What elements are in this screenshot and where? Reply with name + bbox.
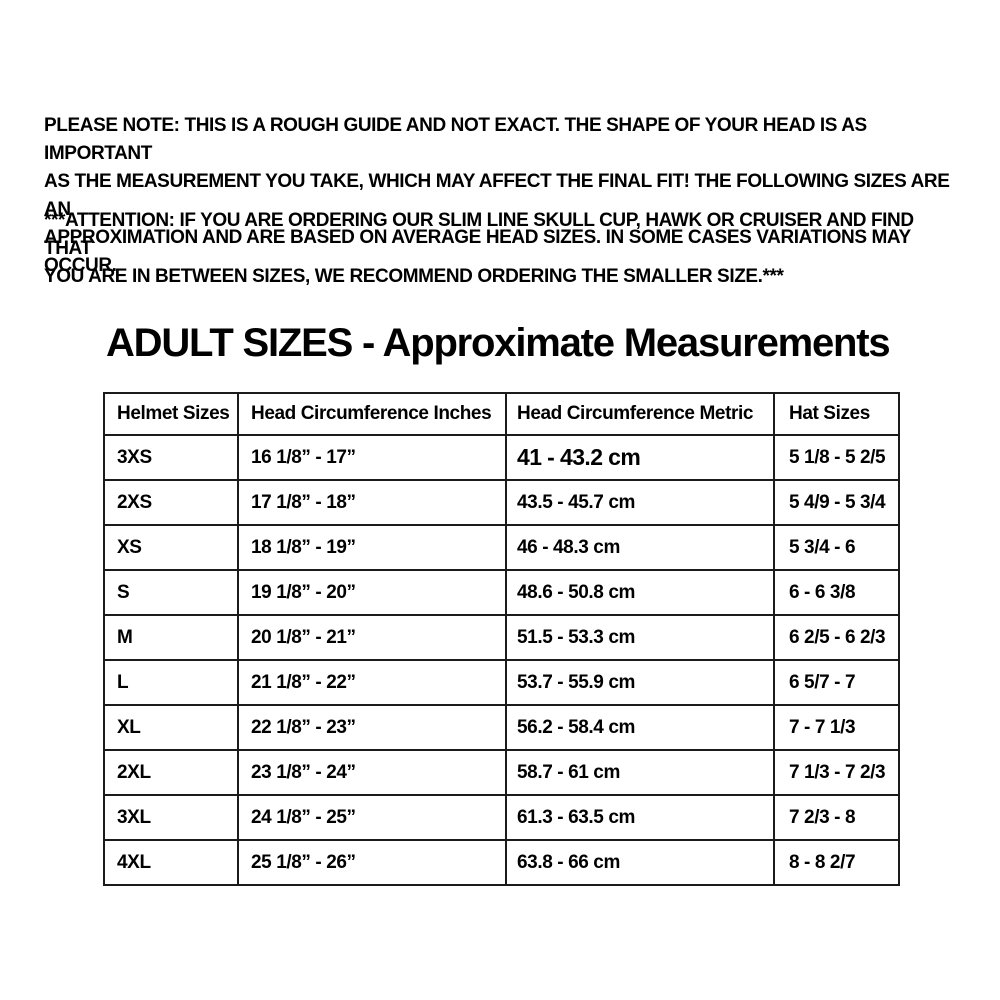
- hat-size-cell: 6 - 6 3/8: [773, 569, 900, 616]
- hat-size-cell: 7 1/3 - 7 2/3: [773, 749, 900, 796]
- metric-cell: 58.7 - 61 cm: [505, 749, 775, 796]
- helmet-size-cell: L: [103, 659, 239, 706]
- helmet-size-cell: 3XS: [103, 434, 239, 481]
- inches-cell: 18 1/8” - 19”: [237, 524, 507, 571]
- size-table: Helmet Sizes Head Circumference Inches H…: [103, 392, 900, 886]
- table-row: XL 22 1/8” - 23” 56.2 - 58.4 cm 7 - 7 1/3: [103, 704, 900, 751]
- inches-cell: 17 1/8” - 18”: [237, 479, 507, 526]
- note-line-3: APPROXIMATION AND ARE BASED ON AVERAGE H…: [44, 227, 911, 276]
- helmet-size-cell: M: [103, 614, 239, 661]
- attention-paragraph: ***ATTENTION: IF YOU ARE ORDERING OUR SL…: [44, 207, 964, 291]
- metric-cell: 61.3 - 63.5 cm: [505, 794, 775, 841]
- hat-size-cell: 6 2/5 - 6 2/3: [773, 614, 900, 661]
- inches-cell: 19 1/8” - 20”: [237, 569, 507, 616]
- inches-cell: 22 1/8” - 23”: [237, 704, 507, 751]
- table-row: 3XS 16 1/8” - 17” 41 - 43.2 cm 5 1/8 - 5 2/…: [103, 434, 900, 481]
- inches-cell: 21 1/8” - 22”: [237, 659, 507, 706]
- hat-size-cell: 5 3/4 - 6: [773, 524, 900, 571]
- inches-cell: 23 1/8” - 24”: [237, 749, 507, 796]
- note-line-2: AS THE MEASUREMENT YOU TAKE, WHICH MAY A…: [44, 171, 950, 220]
- metric-cell: 46 - 48.3 cm: [505, 524, 775, 571]
- table-row: 3XL 24 1/8” - 25” 61.3 - 63.5 cm 7 2/3 - 8: [103, 794, 900, 841]
- helmet-size-cell: XL: [103, 704, 239, 751]
- hat-size-cell: 5 1/8 - 5 2/5: [773, 434, 900, 481]
- column-header-hat-sizes: Hat Sizes: [773, 392, 900, 436]
- table-row: S 19 1/8” - 20” 48.6 - 50.8 cm 6 - 6 3/8: [103, 569, 900, 616]
- helmet-size-cell: 2XL: [103, 749, 239, 796]
- inches-cell: 25 1/8” - 26”: [237, 839, 507, 886]
- table-row: 2XL 23 1/8” - 24” 58.7 - 61 cm 7 1/3 - 7 2/…: [103, 749, 900, 796]
- attention-line-2: YOU ARE IN BETWEEN SIZES, WE RECOMMEND O…: [44, 266, 784, 287]
- metric-cell: 51.5 - 53.3 cm: [505, 614, 775, 661]
- helmet-size-cell: 4XL: [103, 839, 239, 886]
- helmet-size-cell: 2XS: [103, 479, 239, 526]
- hat-size-cell: 7 - 7 1/3: [773, 704, 900, 751]
- inches-cell: 24 1/8” - 25”: [237, 794, 507, 841]
- hat-size-cell: 7 2/3 - 8: [773, 794, 900, 841]
- table-header-row: Helmet Sizes Head Circumference Inches H…: [103, 392, 900, 436]
- note-line-1: PLEASE NOTE: THIS IS A ROUGH GUIDE AND N…: [44, 115, 867, 164]
- size-chart-title: ADULT SIZES - Approximate Measurements: [106, 321, 891, 365]
- hat-size-cell: 8 - 8 2/7: [773, 839, 900, 886]
- metric-cell: 56.2 - 58.4 cm: [505, 704, 775, 751]
- helmet-size-cell: XS: [103, 524, 239, 571]
- hat-size-cell: 5 4/9 - 5 3/4: [773, 479, 900, 526]
- table-row: M 20 1/8” - 21” 51.5 - 53.3 cm 6 2/5 - 6 2/…: [103, 614, 900, 661]
- metric-cell: 43.5 - 45.7 cm: [505, 479, 775, 526]
- column-header-helmet-sizes: Helmet Sizes: [103, 392, 239, 436]
- helmet-size-cell: S: [103, 569, 239, 616]
- inches-cell: 20 1/8” - 21”: [237, 614, 507, 661]
- metric-cell: 63.8 - 66 cm: [505, 839, 775, 886]
- metric-cell: 48.6 - 50.8 cm: [505, 569, 775, 616]
- metric-cell: 53.7 - 55.9 cm: [505, 659, 775, 706]
- metric-cell: 41 - 43.2 cm: [505, 434, 775, 481]
- table-row: L 21 1/8” - 22” 53.7 - 55.9 cm 6 5/7 - 7: [103, 659, 900, 706]
- inches-cell: 16 1/8” - 17”: [237, 434, 507, 481]
- table-row: 2XS 17 1/8” - 18” 43.5 - 45.7 cm 5 4/9 - 5 …: [103, 479, 900, 526]
- column-header-head-circumference-metric: Head Circumference Metric: [505, 392, 775, 436]
- table-row: XS 18 1/8” - 19” 46 - 48.3 cm 5 3/4 - 6: [103, 524, 900, 571]
- table-row: 4XL 25 1/8” - 26” 63.8 - 66 cm 8 - 8 2/7: [103, 839, 900, 886]
- size-table-body: 3XS 16 1/8” - 17” 41 - 43.2 cm 5 1/8 - 5 2/…: [103, 434, 900, 886]
- attention-line-1: ***ATTENTION: IF YOU ARE ORDERING OUR SL…: [44, 210, 914, 259]
- helmet-size-cell: 3XL: [103, 794, 239, 841]
- note-paragraph: PLEASE NOTE: THIS IS A ROUGH GUIDE AND N…: [44, 112, 964, 280]
- hat-size-cell: 6 5/7 - 7: [773, 659, 900, 706]
- column-header-head-circumference-inches: Head Circumference Inches: [237, 392, 507, 436]
